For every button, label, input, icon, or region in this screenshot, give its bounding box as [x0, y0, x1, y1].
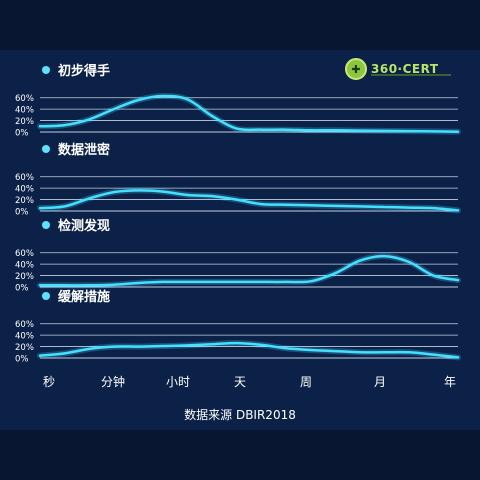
panel-4-ytick: 20% — [15, 343, 34, 353]
panel-2-series-line — [38, 189, 460, 212]
panel-3-bullet — [42, 221, 50, 229]
footer-source: 数据来源 DBIR2018 — [184, 407, 296, 422]
panel-3-ytick: 40% — [15, 261, 34, 271]
panel-3-ytick: 20% — [15, 272, 34, 282]
panel-1-bullet — [42, 66, 50, 74]
panel-4-ytick: 60% — [15, 320, 34, 330]
panel-3-series-line — [38, 254, 460, 287]
panel-3-ytick: 0% — [15, 284, 29, 294]
panel-1-title: 初步得手 — [58, 63, 110, 79]
panel-2-ytick: 20% — [15, 196, 34, 206]
x-tick-label: 天 — [234, 375, 246, 389]
logo: ✚ 360·CERT — [345, 58, 451, 80]
panel-4-line-glow — [37, 340, 461, 361]
panel-1-series-line — [38, 94, 460, 133]
x-tick-label: 周 — [300, 375, 312, 389]
x-tick-label: 分钟 — [101, 374, 125, 389]
panel-4-series-line — [38, 341, 460, 359]
panel-1-ytick: 20% — [15, 117, 34, 127]
panel-2-bullet — [42, 145, 50, 153]
panel-4-ytick: 0% — [15, 355, 29, 365]
panel-2-title: 数据泄密 — [58, 142, 110, 158]
globe-icon: ✚ — [345, 58, 367, 80]
chart-card — [0, 50, 480, 430]
x-tick-label: 月 — [374, 375, 386, 389]
panel-4-ytick: 40% — [15, 332, 34, 342]
panel-2-ytick: 40% — [15, 185, 34, 195]
x-tick-label: 年 — [444, 375, 456, 389]
panel-1-ytick: 40% — [15, 106, 34, 116]
panel-3-ytick: 60% — [15, 249, 34, 259]
panel-2-ytick: 60% — [15, 173, 34, 183]
logo-text: 360·CERT — [371, 62, 439, 76]
x-tick-label: 小时 — [166, 375, 190, 389]
panel-4-title: 缓解措施 — [58, 289, 110, 305]
panel-2-ytick: 0% — [15, 208, 29, 218]
panel-4-bullet — [42, 292, 50, 300]
panel-1-ytick: 60% — [15, 94, 34, 104]
panel-3-title: 检测发现 — [58, 218, 110, 234]
logo-underline — [371, 74, 451, 76]
panel-1-ytick: 0% — [15, 129, 29, 139]
x-tick-label: 秒 — [43, 375, 55, 389]
